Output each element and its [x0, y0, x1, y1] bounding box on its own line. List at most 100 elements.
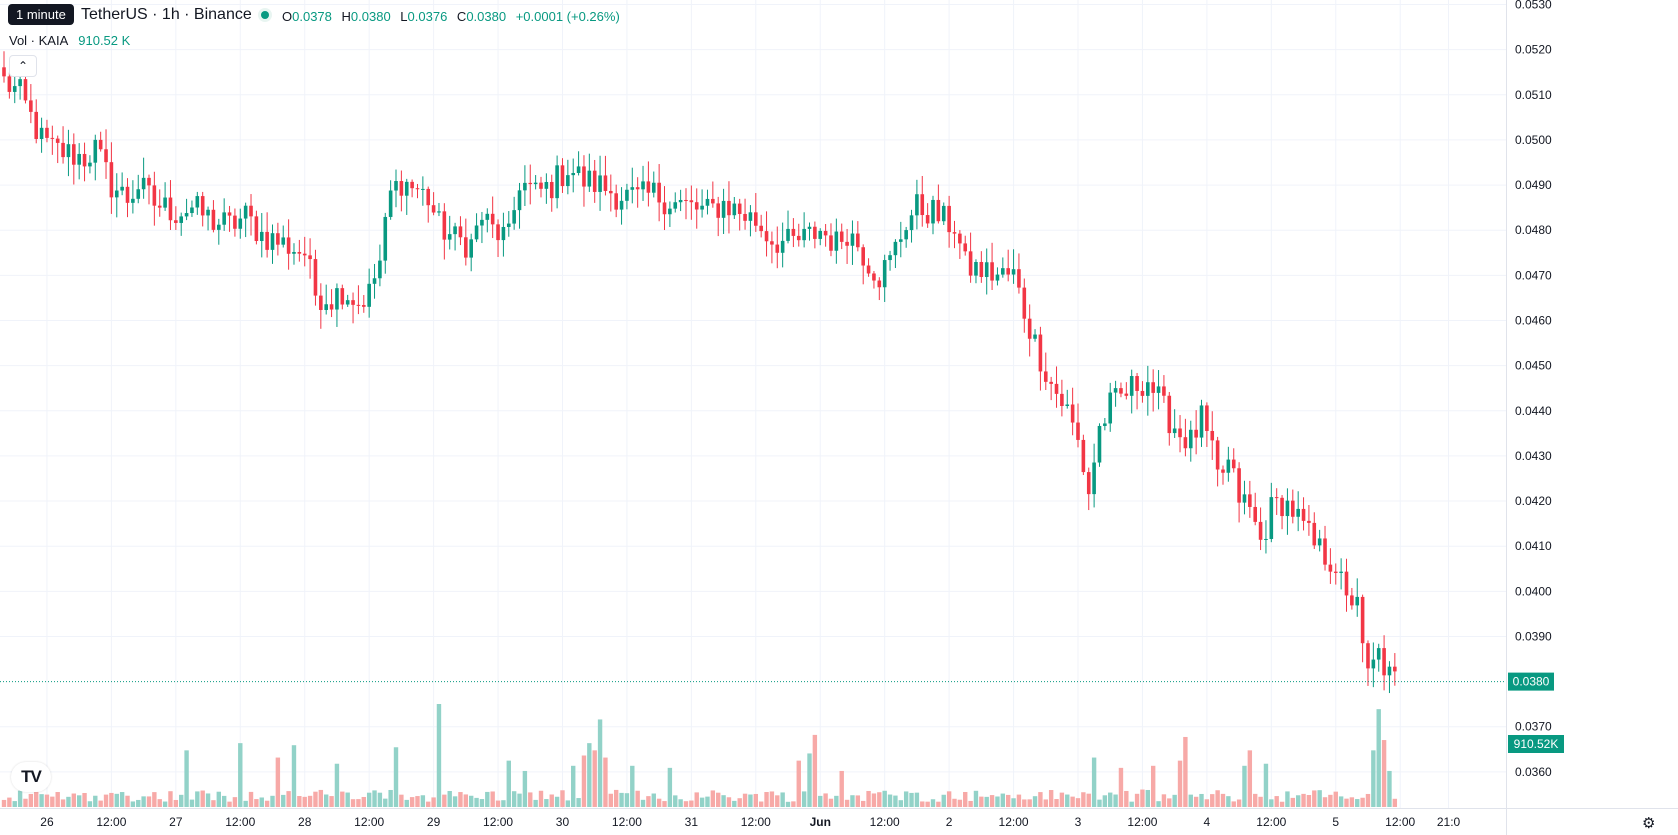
price-axis[interactable]: 0.0530 0.0520 0.0510 0.0500 0.0490 0.0480 0.04… [1506, 0, 1565, 835]
candle-body [421, 188, 425, 190]
volume-bar [769, 791, 775, 807]
volume-bar [270, 795, 275, 807]
volume-bar [415, 796, 420, 807]
candle-body [780, 240, 785, 253]
candle-body [1274, 497, 1279, 499]
candle-body [576, 166, 581, 174]
volume-bar [248, 791, 254, 807]
grid-lines [0, 0, 1506, 808]
candle-body [1231, 459, 1236, 469]
last-price-label: 0.0380 [1513, 675, 1550, 689]
time-axis[interactable]: 26 12:00 27 12:00 28 12:00 29 12:00 30 12:00 31 12:… [0, 808, 1678, 830]
volume-bar [1091, 757, 1097, 807]
volume-bar [452, 796, 458, 807]
volume-bar [1075, 798, 1081, 807]
volume-bar [146, 796, 152, 807]
volume-bar [866, 790, 871, 807]
candle-body [490, 213, 495, 225]
candle-body [2, 67, 6, 77]
candle-body [1242, 494, 1247, 503]
volume-bar [560, 790, 565, 807]
volume-bar [973, 790, 979, 807]
candle-body [598, 175, 602, 192]
volume-bar [952, 798, 957, 807]
y-tick-label: 0.0530 [1515, 0, 1552, 12]
volume-bar [1188, 794, 1193, 807]
volume-bar [1322, 797, 1328, 807]
volume-bar [1371, 750, 1376, 807]
volume-bar [313, 791, 318, 807]
y-tick-label: 0.0410 [1515, 539, 1552, 553]
candle-body [378, 260, 382, 279]
volume-bar [286, 791, 291, 807]
candle-body [898, 239, 903, 242]
candle-body [1097, 425, 1102, 463]
candle-body [743, 213, 747, 221]
volume-bar [742, 793, 748, 807]
candle-body [437, 211, 441, 213]
candle-body [168, 197, 173, 221]
volume-bar [871, 793, 877, 807]
volume-bar [597, 719, 603, 807]
candle-body [184, 213, 189, 217]
x-tick-label: 12:00 [1127, 815, 1157, 829]
candle-body [1312, 522, 1317, 546]
volume-bar [162, 801, 168, 807]
gear-icon[interactable]: ⚙ [1642, 815, 1656, 832]
collapse-legend-button[interactable]: ⌃ [9, 55, 37, 77]
volume-bar [281, 794, 286, 807]
volume-bar [23, 798, 28, 807]
volume-bar [737, 798, 742, 807]
volume-legend[interactable]: Vol · KAIA 910.52 K [9, 33, 130, 48]
volume-bar [1226, 796, 1231, 807]
candle-body [1188, 429, 1193, 449]
candle-body [61, 142, 65, 158]
candle-body [560, 165, 565, 187]
volume-bar [640, 799, 646, 807]
candle-body [818, 230, 823, 239]
x-tick-label: 5 [1332, 815, 1339, 829]
volume-value: 910.52 K [78, 33, 131, 48]
volume-bar [823, 793, 828, 807]
candle-body [281, 237, 286, 245]
volume-bar [1295, 795, 1301, 807]
candle-body [512, 210, 516, 224]
close-label: C [456, 9, 467, 24]
candle-body [662, 202, 667, 215]
tradingview-logo-icon[interactable]: TV [11, 762, 51, 792]
candle-body [109, 162, 114, 198]
candle-body [668, 208, 672, 215]
y-tick-label: 0.0520 [1515, 43, 1552, 57]
volume-bar [812, 734, 818, 807]
market-status-icon[interactable] [258, 8, 272, 22]
symbol-title[interactable]: TetherUS · 1h · Binance [81, 6, 252, 23]
volume-bar [1215, 790, 1220, 807]
x-tick-label: 12:00 [612, 815, 642, 829]
volume-bar [995, 796, 1000, 807]
candle-body [292, 251, 296, 254]
candle-body [286, 237, 291, 254]
last-volume-badge [1508, 735, 1564, 753]
volume-bar [1124, 790, 1129, 807]
close-value: 0.0380 [466, 9, 507, 24]
timeframe-tooltip: 1 minute [8, 4, 74, 25]
candle-body [1366, 643, 1370, 669]
volume-bar [1038, 792, 1043, 807]
candle-body [968, 251, 973, 276]
y-tick-label: 0.0390 [1515, 629, 1552, 643]
candle-body [931, 199, 935, 224]
volume-bar [662, 801, 667, 807]
candle-body [1086, 472, 1091, 495]
candle-body [200, 196, 205, 216]
x-tick-label: 26 [40, 815, 54, 829]
volume-bar [689, 800, 694, 807]
volume-bar [7, 797, 12, 807]
candle-body [23, 79, 28, 101]
volume-bar [699, 797, 705, 807]
candle-body [893, 241, 898, 256]
candle-body [1033, 334, 1037, 339]
candle-body [1119, 388, 1123, 394]
candle-body [345, 300, 350, 305]
